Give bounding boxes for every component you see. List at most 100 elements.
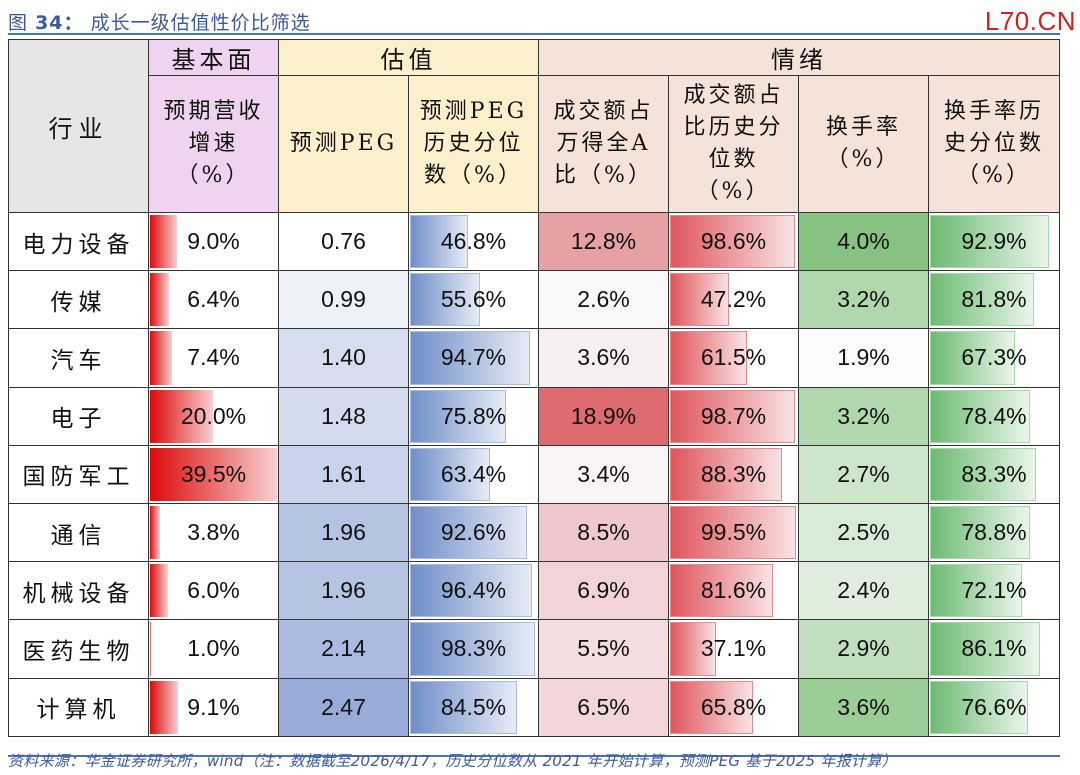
turnover-rate-percentile-cell: 67.3% — [928, 328, 1060, 388]
cell-value: 2.47 — [321, 693, 366, 720]
cell-value: 86.1% — [961, 635, 1027, 662]
header-line: 比历史分 — [683, 115, 784, 140]
data-bar — [670, 389, 796, 443]
data-bar — [410, 273, 480, 327]
cell-value: 76.6% — [961, 693, 1027, 720]
cell-value: 2.6% — [577, 286, 630, 313]
cell-value: 12.8% — [570, 228, 637, 255]
cell-value: 6.5% — [577, 693, 630, 720]
cell-value: 1.96 — [321, 577, 366, 604]
table-row: 电子 20.0% 1.48 75.8% 18.9% 98.7% 3.2% 78.4% — [8, 386, 1060, 446]
data-bar — [670, 273, 729, 327]
data-bar — [410, 564, 533, 618]
table-row: 通信 3.8% 1.96 92.6% 8.5% 99.5% 2.5% 78.8% — [8, 502, 1060, 563]
header-line: 预测PEG — [289, 131, 398, 156]
cell-value: 8.5% — [577, 519, 630, 546]
cell-value: 81.8% — [961, 286, 1027, 313]
data-bar — [930, 389, 1030, 443]
turnover-share-percentile-cell: 98.7% — [668, 386, 799, 446]
header-group-valuation: 估值 — [278, 39, 539, 76]
data-bar — [150, 215, 178, 269]
turnover-rate-percentile-cell: 86.1% — [928, 619, 1060, 679]
cell-value: 5.5% — [577, 635, 630, 662]
data-bar — [150, 273, 169, 327]
data-bar — [410, 505, 528, 560]
table-body: 电力设备 9.0% 0.76 46.8% 12.8% 98.6% 4.0% 92.9% 传媒 6.… — [8, 211, 1060, 737]
header-industry: 行业 — [8, 39, 149, 213]
header-peg: 预测PEG — [278, 75, 409, 213]
turnover-share-percentile-cell: 81.6% — [668, 561, 799, 621]
table-row: 汽车 7.4% 1.40 94.7% 3.6% 61.5% 1.9% 67.3% — [8, 328, 1060, 388]
source-note: 资料来源：华金证券研究所，wind（注：数据截至2026/4/17，历史分位数从… — [8, 752, 897, 770]
data-bar — [930, 564, 1022, 618]
industry-cell: 医药生物 — [8, 619, 149, 679]
peg-cell: 1.96 — [278, 561, 409, 621]
table-row: 计算机 9.1% 2.47 84.5% 6.5% 65.8% 3.6% 76.6% — [8, 677, 1060, 737]
cell-value: 6.9% — [577, 577, 630, 604]
data-bar — [670, 215, 796, 269]
turnover-share-percentile-cell: 65.8% — [668, 677, 799, 737]
header-line: 历史分位 — [423, 131, 524, 156]
cell-value: 18.9% — [570, 402, 637, 429]
data-bar — [930, 680, 1028, 734]
header-line: 增速 — [188, 131, 239, 156]
cell-value: 63.4% — [440, 460, 507, 487]
cell-value: 75.8% — [440, 402, 507, 429]
cell-value: 39.5% — [180, 460, 247, 487]
header-line: 万得全A — [556, 131, 651, 156]
cell-value: 61.5% — [700, 344, 767, 371]
cell-value: 81.6% — [700, 577, 767, 604]
turnover-share-percentile-cell: 61.5% — [668, 328, 799, 388]
rev-growth-cell: 3.8% — [148, 502, 279, 563]
turnover-rate-percentile-cell: 72.1% — [928, 561, 1060, 621]
data-bar — [930, 447, 1037, 501]
header-line: 预测PEG — [419, 99, 528, 124]
turnover-share-percentile-cell: 88.3% — [668, 444, 799, 504]
turnover-rate-percentile-cell: 78.8% — [928, 502, 1060, 563]
rev-growth-cell: 7.4% — [148, 328, 279, 388]
cell-value: 3.2% — [837, 286, 890, 313]
cell-value: 3.4% — [577, 460, 630, 487]
peg-cell: 1.61 — [278, 444, 409, 504]
cell-value: 1.96 — [321, 519, 366, 546]
data-bar — [670, 564, 774, 618]
cell-value: 1.0% — [187, 635, 240, 662]
industry-cell: 电子 — [8, 386, 149, 446]
cell-value: 3.6% — [577, 344, 630, 371]
cell-value: 99.5% — [700, 519, 767, 546]
turnover-rate-cell: 3.6% — [798, 677, 929, 737]
header-line: （%） — [176, 163, 251, 188]
turnover-rate-cell: 4.0% — [798, 211, 929, 272]
cell-value: 0.76 — [321, 228, 366, 255]
industry-cell: 电力设备 — [8, 211, 149, 272]
cell-value: 1.61 — [321, 460, 366, 487]
peg-cell: 1.40 — [278, 328, 409, 388]
peg-cell: 0.76 — [278, 211, 409, 272]
turnover-rate-percentile-cell: 76.6% — [928, 677, 1060, 737]
rev-growth-cell: 1.0% — [148, 619, 279, 679]
turnover-share-cell: 6.9% — [538, 561, 669, 621]
cell-value: 83.3% — [961, 460, 1027, 487]
cell-value: 3.8% — [187, 519, 240, 546]
header-turnover-share-percentile: 成交额占 比历史分 位数 （%） — [668, 75, 799, 213]
data-bar — [670, 622, 716, 676]
industry-cell: 国防军工 — [8, 444, 149, 504]
turnover-rate-cell: 3.2% — [798, 386, 929, 446]
cell-value: 1.48 — [321, 402, 366, 429]
cell-value: 92.9% — [961, 228, 1027, 255]
table-row: 机械设备 6.0% 1.96 96.4% 6.9% 81.6% 2.4% 72.1% — [8, 561, 1060, 621]
figure-label: 图 — [8, 12, 29, 34]
data-bar — [930, 215, 1049, 269]
turnover-rate-cell: 2.5% — [798, 502, 929, 563]
data-bar — [150, 331, 173, 385]
industry-cell: 汽车 — [8, 328, 149, 388]
turnover-rate-cell: 2.4% — [798, 561, 929, 621]
rev-growth-cell: 6.0% — [148, 561, 279, 621]
figure-title-bar: 图 34： 成长一级估值性价比筛选 L70.CN — [8, 4, 1075, 36]
rev-growth-cell: 6.4% — [148, 270, 279, 330]
header-line: 数（%） — [424, 163, 523, 188]
data-bar — [410, 389, 506, 443]
header-turnover-rate: 换手率 （%） — [798, 75, 929, 213]
bottom-rule — [8, 755, 1060, 757]
header-line: （%） — [826, 147, 901, 172]
